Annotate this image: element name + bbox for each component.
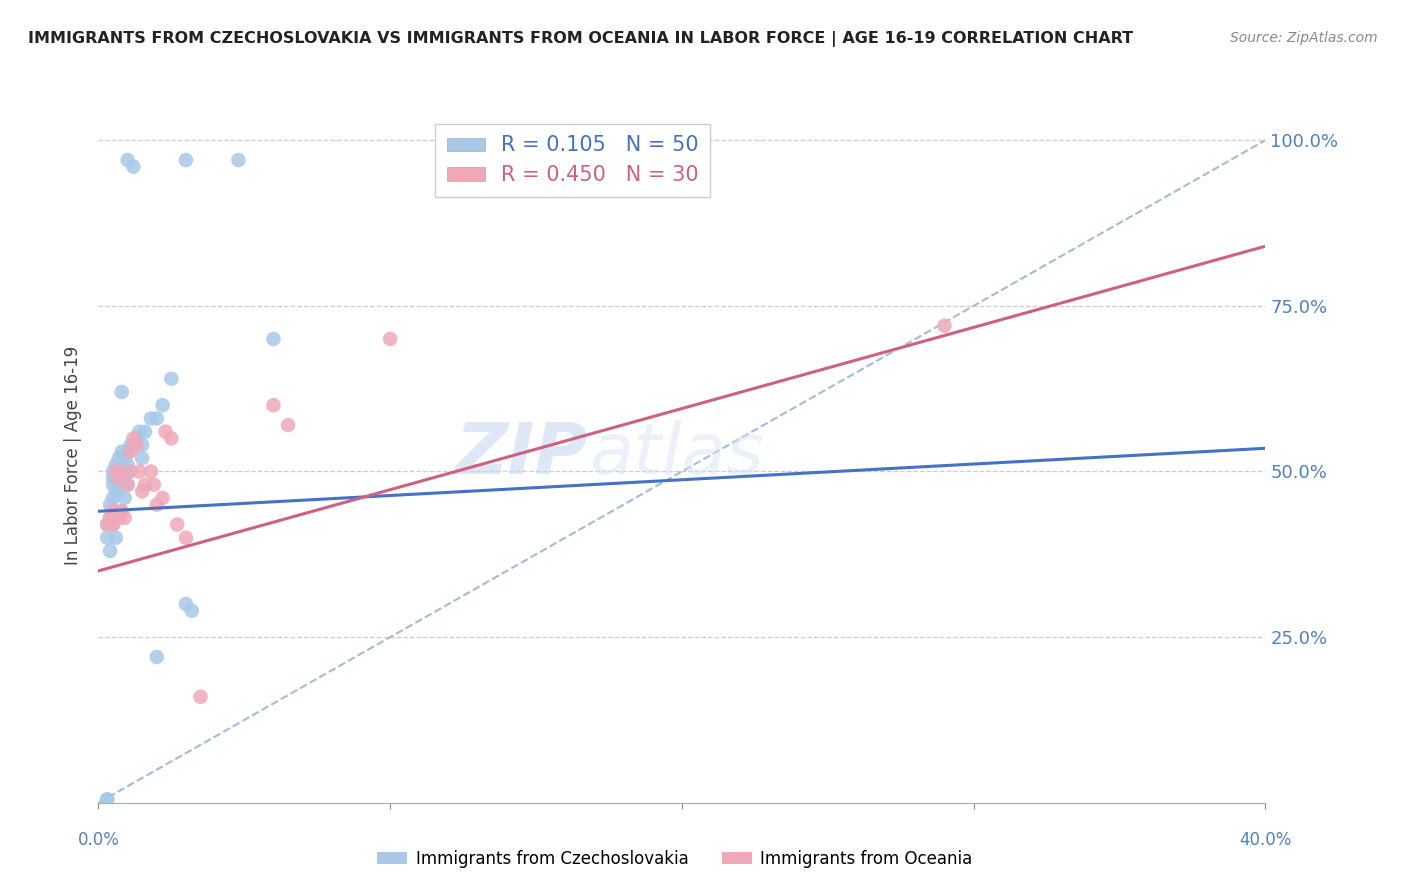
Point bbox=[108, 471, 131, 485]
Point bbox=[96, 531, 118, 545]
Point bbox=[934, 318, 956, 333]
Y-axis label: In Labor Force | Age 16-19: In Labor Force | Age 16-19 bbox=[65, 345, 83, 565]
Legend: Immigrants from Czechoslovakia, Immigrants from Oceania: Immigrants from Czechoslovakia, Immigran… bbox=[371, 844, 979, 875]
Text: ZIP: ZIP bbox=[457, 420, 589, 490]
Point bbox=[114, 451, 136, 466]
Point bbox=[96, 517, 118, 532]
Point bbox=[101, 491, 124, 505]
Point bbox=[114, 491, 136, 505]
Legend: R = 0.105   N = 50, R = 0.450   N = 30: R = 0.105 N = 50, R = 0.450 N = 30 bbox=[434, 124, 710, 197]
Point bbox=[152, 491, 174, 505]
Point bbox=[380, 332, 402, 346]
Point bbox=[139, 411, 162, 425]
Point bbox=[108, 471, 131, 485]
Point bbox=[114, 465, 136, 479]
Point bbox=[111, 504, 134, 518]
Text: Source: ZipAtlas.com: Source: ZipAtlas.com bbox=[1230, 31, 1378, 45]
Point bbox=[117, 458, 139, 472]
Point bbox=[160, 431, 183, 445]
Text: 0.0%: 0.0% bbox=[77, 830, 120, 848]
Text: IMMIGRANTS FROM CZECHOSLOVAKIA VS IMMIGRANTS FROM OCEANIA IN LABOR FORCE | AGE 1: IMMIGRANTS FROM CZECHOSLOVAKIA VS IMMIGR… bbox=[28, 31, 1133, 47]
Point bbox=[174, 597, 197, 611]
Point bbox=[146, 650, 169, 665]
Point bbox=[111, 444, 134, 458]
Point bbox=[122, 438, 145, 452]
Point bbox=[117, 477, 139, 491]
Point bbox=[125, 431, 148, 445]
Point bbox=[190, 690, 212, 704]
Point bbox=[104, 531, 127, 545]
Point bbox=[139, 465, 162, 479]
Point bbox=[98, 544, 121, 558]
Point bbox=[125, 438, 148, 452]
Point bbox=[120, 438, 142, 452]
Point bbox=[120, 444, 142, 458]
Text: atlas: atlas bbox=[589, 420, 763, 490]
Point bbox=[114, 511, 136, 525]
Point bbox=[108, 465, 131, 479]
Point bbox=[262, 332, 284, 346]
Point bbox=[146, 411, 169, 425]
Point bbox=[142, 477, 165, 491]
Point bbox=[134, 425, 156, 439]
Point bbox=[111, 458, 134, 472]
Point bbox=[117, 477, 139, 491]
Point bbox=[155, 425, 177, 439]
Point bbox=[228, 153, 250, 167]
Point bbox=[117, 444, 139, 458]
Point bbox=[117, 465, 139, 479]
Point bbox=[98, 511, 121, 525]
Point bbox=[108, 451, 131, 466]
Point bbox=[104, 484, 127, 499]
Point bbox=[111, 504, 134, 518]
Point bbox=[111, 477, 134, 491]
Point bbox=[131, 484, 153, 499]
Point bbox=[174, 531, 197, 545]
Point bbox=[120, 465, 142, 479]
Point bbox=[111, 384, 134, 399]
Point bbox=[108, 484, 131, 499]
Point bbox=[101, 504, 124, 518]
Point bbox=[166, 517, 188, 532]
Point bbox=[98, 511, 121, 525]
Point bbox=[152, 398, 174, 412]
Point bbox=[104, 458, 127, 472]
Point bbox=[104, 504, 127, 518]
Point bbox=[146, 498, 169, 512]
Point bbox=[128, 465, 150, 479]
Point bbox=[122, 431, 145, 445]
Point bbox=[108, 511, 131, 525]
Point bbox=[101, 465, 124, 479]
Point bbox=[117, 153, 139, 167]
Point bbox=[277, 418, 299, 433]
Point bbox=[180, 604, 202, 618]
Point bbox=[134, 477, 156, 491]
Point bbox=[128, 425, 150, 439]
Point bbox=[131, 438, 153, 452]
Point bbox=[104, 471, 127, 485]
Text: 40.0%: 40.0% bbox=[1239, 830, 1292, 848]
Point bbox=[101, 517, 124, 532]
Point bbox=[101, 471, 124, 485]
Point bbox=[262, 398, 284, 412]
Point bbox=[174, 153, 197, 167]
Point bbox=[101, 504, 124, 518]
Point bbox=[101, 477, 124, 491]
Point bbox=[101, 517, 124, 532]
Point bbox=[160, 372, 183, 386]
Point bbox=[96, 792, 118, 806]
Point bbox=[98, 498, 121, 512]
Point bbox=[122, 160, 145, 174]
Point bbox=[96, 517, 118, 532]
Point bbox=[96, 792, 118, 806]
Point bbox=[104, 465, 127, 479]
Point bbox=[131, 451, 153, 466]
